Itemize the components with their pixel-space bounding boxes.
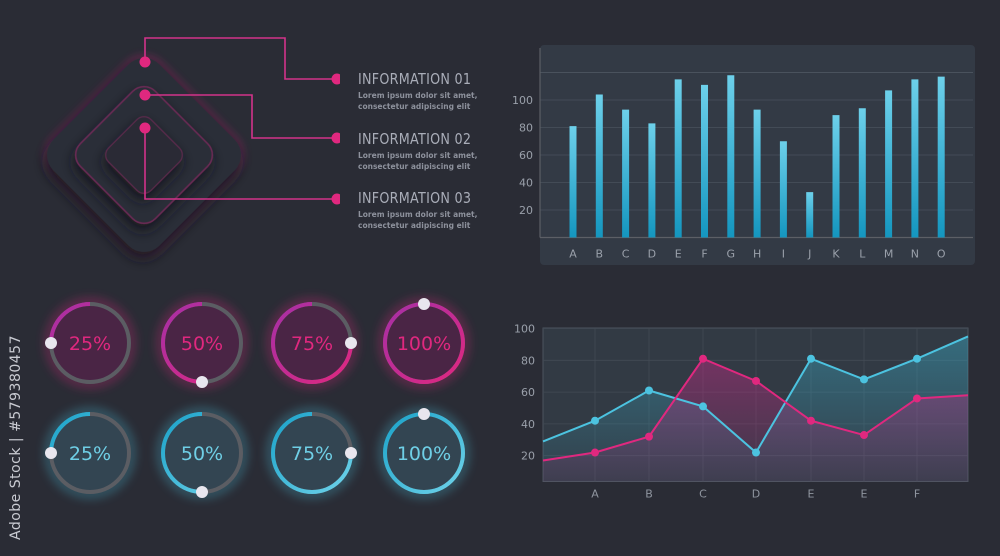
bar-N bbox=[911, 79, 919, 238]
x-tick-label: O bbox=[937, 248, 946, 261]
bar-O bbox=[937, 76, 945, 238]
pink-point-E bbox=[807, 416, 815, 425]
diamond-dot-2 bbox=[139, 89, 151, 101]
y-tick-label: 80 bbox=[521, 354, 535, 367]
info-desc-2: Lorem ipsum dolor sit amet, consectetur … bbox=[358, 151, 478, 171]
x-tick-label: C bbox=[699, 488, 707, 501]
cyan-ring-handle bbox=[196, 486, 208, 498]
bar-G bbox=[727, 75, 735, 238]
cyan-ring-label: 50% bbox=[181, 443, 223, 465]
pink-point-B bbox=[645, 432, 653, 441]
x-tick-label: A bbox=[591, 488, 599, 501]
y-tick-label: 20 bbox=[521, 450, 535, 463]
cyan-point-D bbox=[752, 448, 760, 457]
info-dot-2 bbox=[331, 132, 340, 144]
info-title-3: INFORMATION 03 bbox=[358, 189, 472, 207]
bar-chart: 20 40 60 80 100 A B C D E F G H I J K L M N O bbox=[512, 45, 975, 265]
x-tick-label: K bbox=[832, 248, 840, 261]
cyan-point-E bbox=[860, 375, 868, 384]
cyan-ring-handle bbox=[418, 408, 430, 420]
pink-ring-label: 75% bbox=[291, 333, 333, 355]
bar-B bbox=[595, 94, 603, 238]
y-tick-label: 60 bbox=[521, 386, 535, 399]
cyan-point-B bbox=[645, 386, 653, 395]
bar-E bbox=[674, 79, 682, 238]
x-tick-label: E bbox=[675, 248, 682, 261]
connector-line-3 bbox=[144, 128, 336, 200]
x-tick-label: B bbox=[596, 248, 604, 261]
info-dot-3 bbox=[331, 193, 340, 205]
bar-F bbox=[701, 84, 708, 238]
cyan-point-E bbox=[807, 354, 815, 363]
y-tick-label: 80 bbox=[519, 122, 533, 135]
cyan-ring-label: 100% bbox=[397, 443, 451, 465]
x-tick-label: G bbox=[727, 248, 736, 261]
x-tick-label: D bbox=[752, 488, 760, 501]
cyan-ring-handle bbox=[345, 447, 357, 459]
pink-ring-label: 100% bbox=[397, 333, 451, 355]
bar-D bbox=[648, 123, 656, 238]
progress-rings: 25% 50% 75% 100% 25% 50% 75% 100% bbox=[45, 298, 469, 498]
pink-ring-label: 50% bbox=[181, 333, 223, 355]
pink-point-F bbox=[913, 394, 921, 403]
bar-L bbox=[858, 108, 866, 238]
pink-series-area bbox=[543, 358, 968, 482]
pink-point-E bbox=[860, 431, 868, 440]
bar-A bbox=[569, 126, 577, 238]
y-tick-label: 100 bbox=[514, 323, 535, 336]
cyan-point-A bbox=[591, 416, 599, 425]
y-tick-label: 60 bbox=[519, 149, 533, 162]
info-dot-1 bbox=[331, 73, 340, 85]
x-tick-label: I bbox=[782, 248, 785, 261]
pink-ring-label: 25% bbox=[69, 333, 111, 355]
pink-ring-handle bbox=[45, 337, 57, 349]
cyan-point-C bbox=[699, 402, 707, 411]
info-title-2: INFORMATION 02 bbox=[358, 130, 472, 148]
cyan-ring-label: 25% bbox=[69, 443, 111, 465]
bar-I bbox=[779, 141, 787, 238]
pink-point-D bbox=[752, 376, 760, 385]
inner-diamond bbox=[105, 116, 183, 194]
x-tick-label: D bbox=[648, 248, 656, 261]
bar-C bbox=[622, 109, 630, 238]
diamond-dot-1 bbox=[139, 56, 151, 68]
pink-ring-handle bbox=[345, 337, 357, 349]
connector-line-1 bbox=[144, 37, 336, 80]
info-desc-3: Lorem ipsum dolor sit amet, consectetur … bbox=[358, 210, 478, 230]
info-desc-1: Lorem ipsum dolor sit amet, consectetur … bbox=[358, 91, 478, 111]
layered-diamond-graphic bbox=[44, 37, 340, 255]
pink-ring-handle bbox=[418, 298, 430, 310]
bar-H bbox=[753, 109, 761, 238]
pink-point-A bbox=[591, 448, 599, 457]
diamond-dot-3 bbox=[139, 122, 151, 134]
cyan-ring-handle bbox=[45, 447, 57, 459]
bar-M bbox=[885, 90, 893, 238]
x-tick-label: E bbox=[808, 488, 815, 501]
info-title-1: INFORMATION 01 bbox=[358, 70, 472, 88]
area-chart: 20 40 60 80 100 A B C D E E F bbox=[514, 323, 969, 501]
x-tick-label: H bbox=[753, 248, 761, 261]
pink-ring-handle bbox=[196, 376, 208, 388]
connector-line-2 bbox=[145, 94, 336, 139]
x-tick-label: N bbox=[911, 248, 919, 261]
cyan-ring-label: 75% bbox=[291, 443, 333, 465]
y-tick-label: 100 bbox=[512, 94, 533, 107]
bar-J bbox=[806, 192, 814, 238]
x-tick-label: M bbox=[884, 248, 894, 261]
x-tick-label: E bbox=[861, 488, 868, 501]
y-tick-label: 40 bbox=[519, 177, 533, 190]
x-tick-label: B bbox=[645, 488, 653, 501]
x-tick-label: L bbox=[859, 248, 866, 261]
y-tick-label: 20 bbox=[519, 204, 533, 217]
y-tick-label: 40 bbox=[521, 418, 535, 431]
pink-point-C bbox=[699, 354, 707, 363]
x-tick-label: F bbox=[701, 248, 707, 261]
x-tick-label: J bbox=[807, 248, 811, 261]
bar-K bbox=[832, 115, 840, 238]
cyan-point-F bbox=[913, 354, 921, 363]
x-tick-label: F bbox=[914, 488, 920, 501]
x-tick-label: A bbox=[569, 248, 577, 261]
x-tick-label: C bbox=[622, 248, 630, 261]
